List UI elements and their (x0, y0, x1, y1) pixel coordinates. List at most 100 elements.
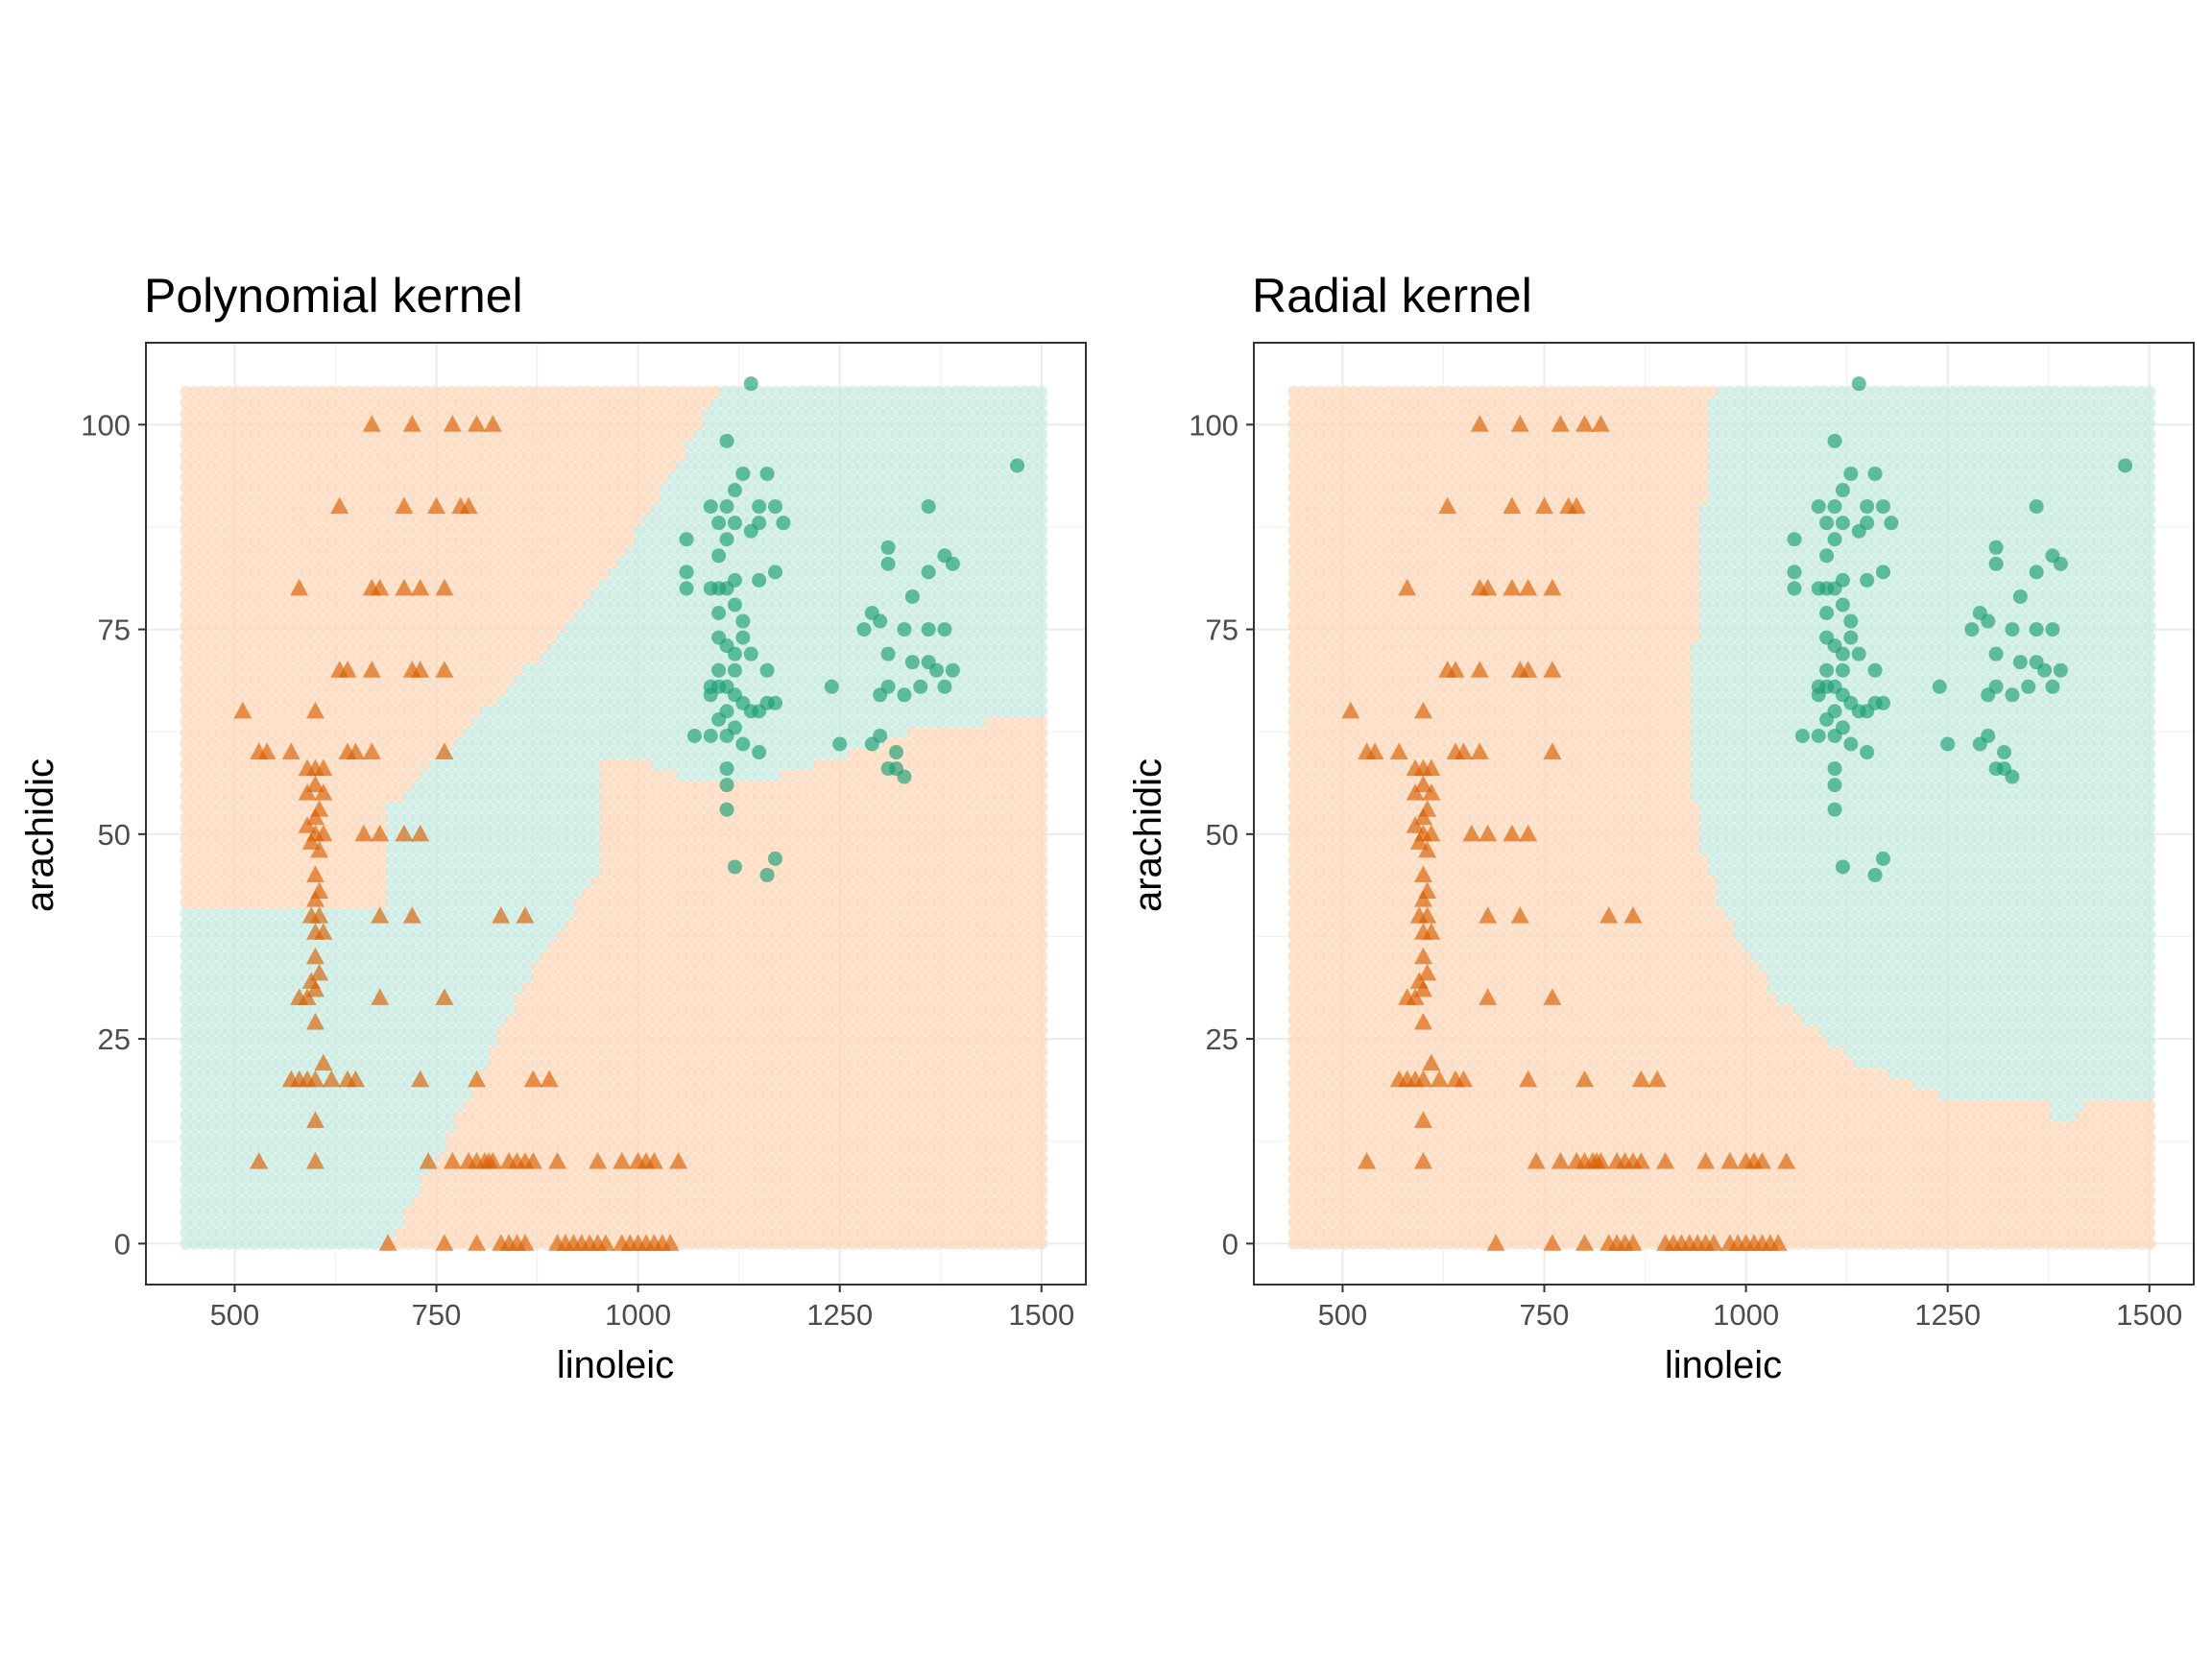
region-cell-class-a (205, 598, 219, 612)
region-cell-class-a (188, 780, 202, 792)
region-cell-class-a (188, 822, 202, 835)
region-cell-class-a (188, 885, 202, 899)
region-cell-class-a (223, 523, 236, 537)
region-cell-class-a (239, 406, 252, 420)
region-cell-class-a (188, 843, 202, 856)
region-cell-class-b (239, 1002, 252, 1016)
region-cell-class-a (223, 418, 236, 430)
region-cell-class-b (274, 1056, 287, 1070)
region-cell-class-b (188, 1152, 202, 1166)
region-cell-class-b (239, 950, 252, 963)
region-cell-class-a (274, 843, 287, 856)
region-cell-class-b (256, 1002, 270, 1016)
region-cell-class-a (231, 513, 244, 526)
region-cell-class-b (239, 981, 252, 995)
region-cell-class-a (265, 385, 278, 398)
region-cell-class-b (265, 907, 278, 921)
region-cell-class-a (265, 406, 278, 420)
region-cell-class-a (248, 640, 261, 654)
region-cell-class-b (239, 1205, 252, 1218)
region-cell-class-a (239, 790, 252, 804)
region-cell-class-a (248, 481, 261, 494)
region-cell-class-a (239, 747, 252, 760)
region-cell-class-a (197, 418, 210, 430)
region-cell-class-a (239, 662, 252, 675)
region-cell-class-a (180, 460, 193, 473)
region-cell-class-b (180, 960, 193, 974)
region-cell-class-b (180, 1014, 193, 1026)
region-cell-class-a (248, 811, 261, 825)
region-cell-class-a (197, 385, 210, 398)
region-cell-class-b (239, 1215, 252, 1229)
region-cell-class-b (256, 1205, 270, 1218)
region-cell-class-a (197, 662, 210, 675)
region-cell-class-a (256, 843, 270, 856)
region-cell-class-a (231, 492, 244, 505)
decision-region-grid (180, 385, 1048, 1250)
region-cell-class-b (231, 1077, 244, 1091)
region-cell-class-b (214, 1194, 228, 1208)
region-cell-class-b (205, 1194, 219, 1208)
region-cell-class-a (274, 864, 287, 878)
region-cell-class-b (188, 1173, 202, 1187)
region-cell-class-b (231, 1067, 244, 1080)
region-cell-class-b (265, 950, 278, 963)
region-cell-class-a (197, 619, 210, 633)
region-cell-class-b (180, 1131, 193, 1143)
region-cell-class-b (231, 1024, 244, 1038)
region-cell-class-b (265, 1024, 278, 1038)
region-cell-class-a (231, 811, 244, 825)
region-cell-class-b (197, 1002, 210, 1016)
region-cell-class-b (231, 1002, 244, 1016)
region-cell-class-a (248, 502, 261, 516)
region-cell-class-a (239, 885, 252, 899)
region-cell-class-a (256, 651, 270, 664)
region-cell-class-a (248, 705, 261, 718)
region-cell-class-b (205, 907, 219, 921)
region-cell-class-a (188, 609, 202, 622)
region-cell-class-a (205, 449, 219, 463)
region-cell-class-a (265, 566, 278, 580)
region-cell-class-b (214, 1035, 228, 1048)
region-cell-class-b (197, 918, 210, 931)
region-cell-class-b (265, 1002, 278, 1016)
region-cell-class-b (223, 928, 236, 942)
region-cell-class-b (239, 1088, 252, 1101)
region-cell-class-a (214, 566, 228, 580)
region-cell-class-a (223, 790, 236, 804)
region-cell-class-b (265, 1035, 278, 1048)
region-cell-class-a (231, 673, 244, 686)
region-cell-class-b (197, 1088, 210, 1101)
region-cell-class-b (180, 907, 193, 921)
region-cell-class-a (197, 885, 210, 899)
region-cell-class-b (188, 1109, 202, 1122)
region-cell-class-a (223, 705, 236, 718)
region-cell-class-b (256, 950, 270, 963)
region-cell-class-a (265, 588, 278, 601)
region-cell-class-a (180, 556, 193, 569)
region-cell-class-a (214, 418, 228, 430)
region-cell-class-a (239, 428, 252, 441)
region-cell-class-a (256, 449, 270, 463)
region-cell-class-a (274, 822, 287, 835)
region-cell-class-b (248, 1056, 261, 1070)
region-cell-class-a (239, 875, 252, 888)
region-cell-class-a (180, 534, 193, 547)
region-cell-class-b (231, 950, 244, 963)
region-cell-class-b (180, 928, 193, 942)
region-cell-class-a (214, 726, 228, 739)
region-cell-class-a (265, 854, 278, 867)
region-cell-class-b (256, 1226, 270, 1239)
region-cell-class-a (188, 854, 202, 867)
region-cell-class-a (223, 439, 236, 452)
region-cell-class-b (197, 1194, 210, 1208)
region-cell-class-b (214, 928, 228, 942)
region-cell-class-a (223, 640, 236, 654)
region-cell-class-a (205, 768, 219, 781)
region-cell-class-b (256, 928, 270, 942)
region-cell-class-a (197, 694, 210, 708)
region-cell-class-b (256, 1131, 270, 1143)
region-cell-class-b (248, 1205, 261, 1218)
region-cell-class-b (205, 1226, 219, 1239)
region-cell-class-a (231, 502, 244, 516)
